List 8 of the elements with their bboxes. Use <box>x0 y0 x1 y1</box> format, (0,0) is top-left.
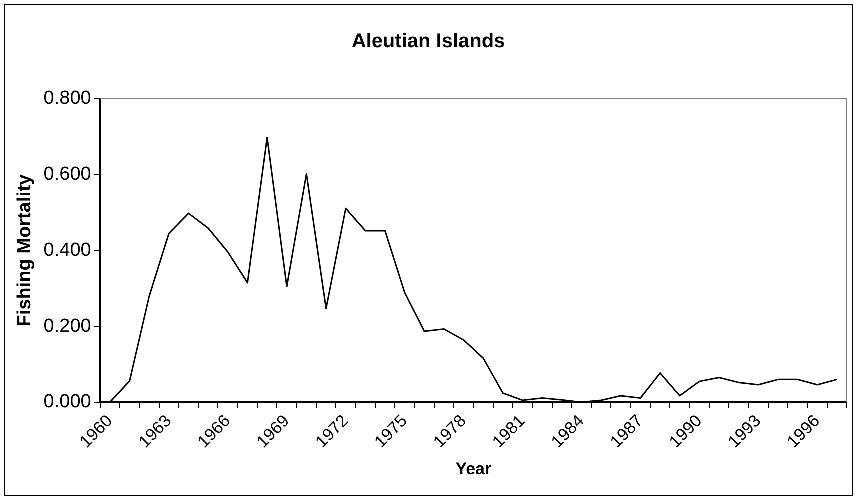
y-axis-title: Fishing Mortality <box>14 174 36 327</box>
y-tick-label: 0.400 <box>44 240 92 261</box>
chart-title: Aleutian Islands <box>352 30 506 53</box>
x-axis-title: Year <box>456 459 492 478</box>
y-tick-label: 0.800 <box>44 88 92 110</box>
y-tick-label: 0.600 <box>44 164 92 186</box>
y-tick-label: 0.200 <box>44 316 92 337</box>
y-tick-label: 0.000 <box>44 392 92 413</box>
